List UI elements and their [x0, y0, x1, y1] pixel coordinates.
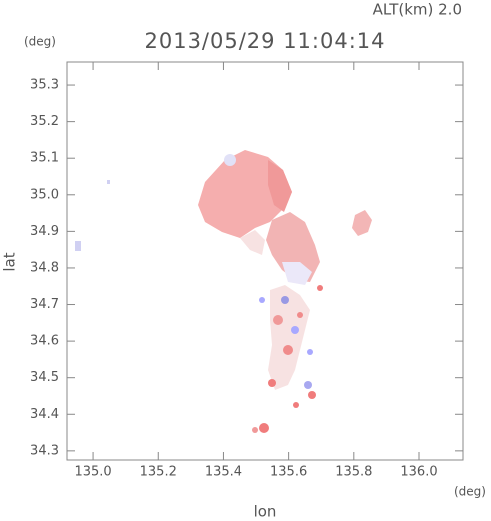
y-tick-label: 34.4 — [30, 407, 59, 422]
chart-title: 2013/05/29 11:04:14 — [144, 29, 385, 53]
x-tick-label: 135.4 — [205, 465, 242, 480]
plot-frame — [66, 61, 464, 461]
y-tick-label: 34.8 — [30, 260, 59, 275]
y-tick-label: 35.1 — [30, 151, 59, 166]
x-tick-label: 135.8 — [335, 465, 372, 480]
y-tick-label: 35.0 — [30, 187, 59, 202]
y-tick-label: 34.5 — [30, 370, 59, 385]
y-tick-label: 34.9 — [30, 224, 59, 239]
echo-field — [75, 150, 372, 433]
y-tick-label: 34.3 — [30, 443, 59, 458]
x-unit: (deg) — [454, 485, 486, 499]
y-tick-label: 35.3 — [30, 78, 59, 93]
x-tick-label: 136.0 — [400, 465, 437, 480]
y-tick-label: 35.2 — [30, 114, 59, 129]
y-tick-label: 34.6 — [30, 334, 59, 349]
y-unit: (deg) — [24, 35, 56, 49]
x-axis-label: lon — [254, 503, 277, 521]
x-tick-label: 135.6 — [270, 465, 307, 480]
x-tick-label: 135.0 — [74, 465, 111, 480]
y-axis-label: lat — [1, 252, 19, 271]
altitude-label: ALT(km) 2.0 — [373, 1, 462, 19]
y-tick-label: 34.7 — [30, 297, 59, 312]
x-tick-label: 135.2 — [140, 465, 177, 480]
